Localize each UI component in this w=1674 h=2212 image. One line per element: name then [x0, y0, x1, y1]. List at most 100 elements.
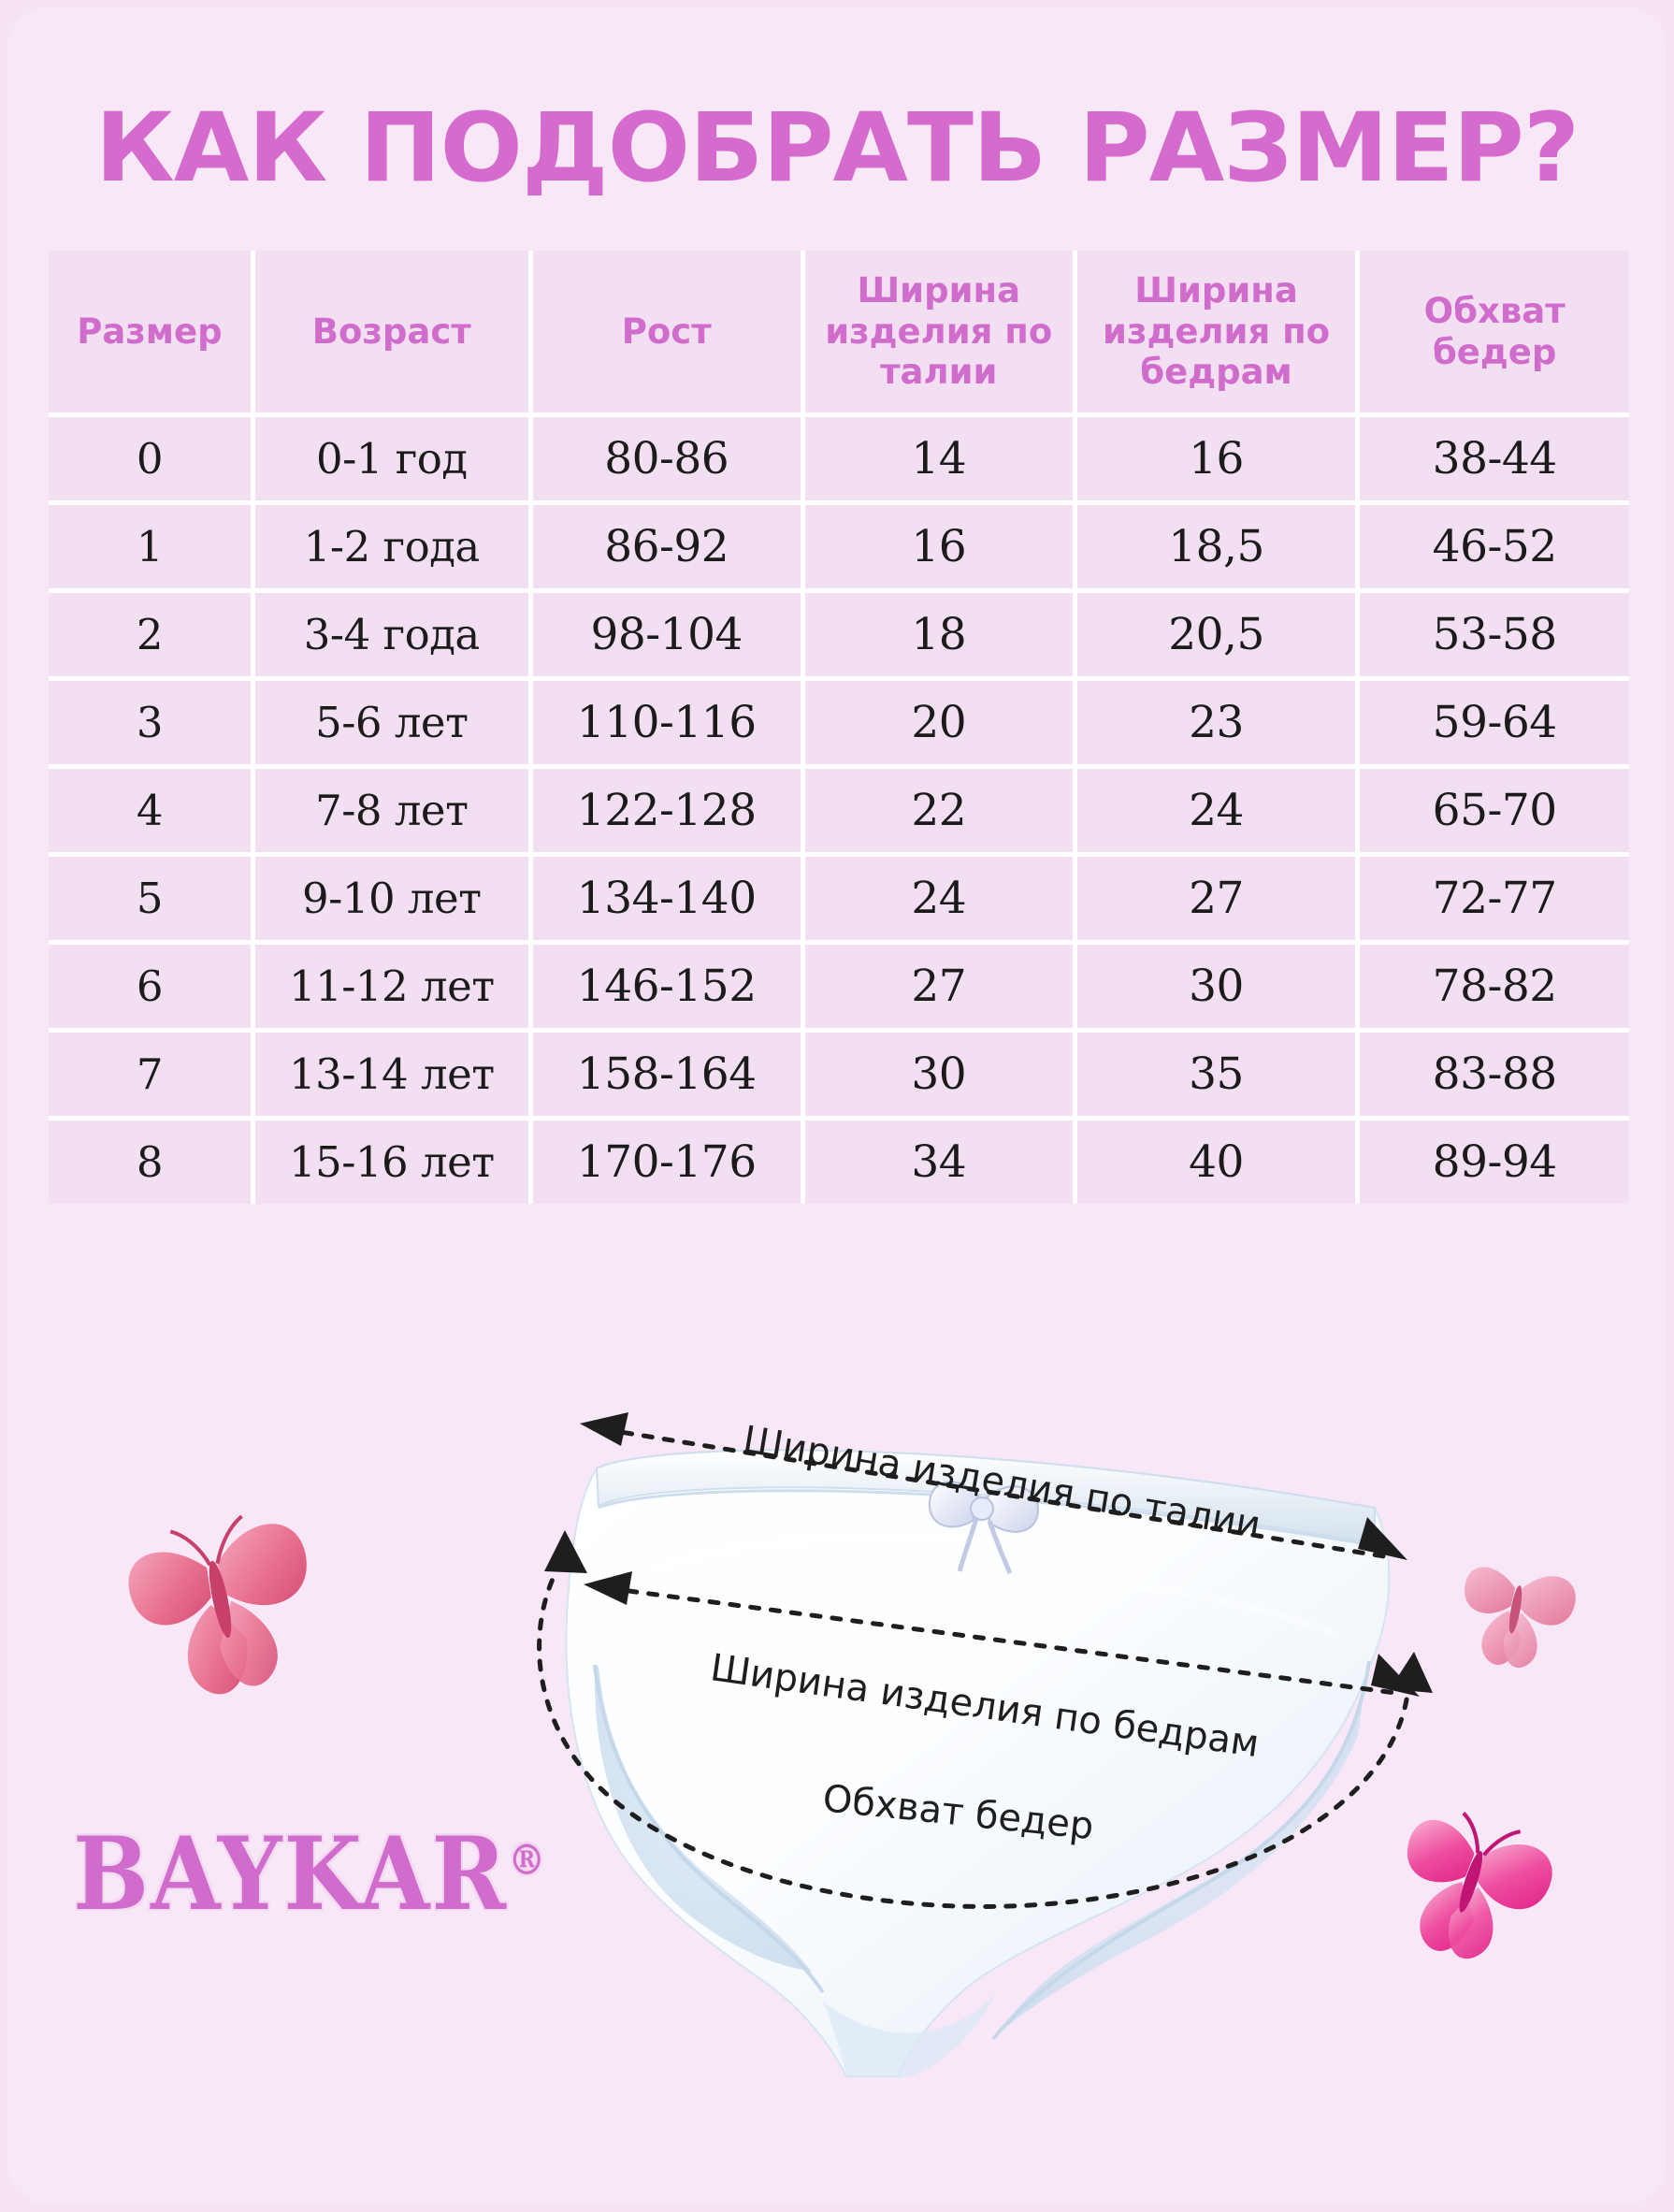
table-row: 3 5-6 лет 110-116 20 23 59-64: [49, 681, 1629, 769]
column-header-waist-width: Ширина изделия по талии: [804, 251, 1077, 417]
briefs-body: [565, 1449, 1391, 2077]
size-table-container: Размер Возраст Рост Ширина изделия по та…: [49, 251, 1629, 1204]
column-header-height: Рост: [532, 251, 805, 417]
cell-waist-width: 27: [804, 945, 1077, 1033]
cell-age: 15-16 лет: [254, 1120, 533, 1204]
page-title: КАК ПОДОБРАТЬ РАЗМЕР?: [94, 93, 1580, 204]
cell-hip-width: 24: [1076, 769, 1361, 857]
table-header-row: Размер Возраст Рост Ширина изделия по та…: [49, 251, 1629, 417]
cell-age: 5-6 лет: [254, 681, 533, 769]
cell-height: 170-176: [532, 1120, 805, 1204]
table-row: 6 11-12 лет 146-152 27 30 78-82: [49, 945, 1629, 1033]
cell-hip-width: 18,5: [1076, 505, 1361, 593]
cell-waist-width: 34: [804, 1120, 1077, 1204]
cell-size: 8: [49, 1120, 255, 1204]
table-row: 2 3-4 года 98-104 18 20,5 53-58: [49, 593, 1629, 681]
cell-height: 80-86: [532, 417, 805, 505]
cell-hip-width: 27: [1076, 857, 1361, 945]
cell-waist-width: 30: [804, 1033, 1077, 1120]
cell-waist-width: 16: [804, 505, 1077, 593]
briefs-illustration: [565, 1449, 1391, 2078]
column-header-hip-width: Ширина изделия по бедрам: [1076, 251, 1361, 417]
cell-hip-circumference: 59-64: [1360, 681, 1629, 769]
cell-hip-circumference: 89-94: [1360, 1120, 1629, 1204]
table-row: 4 7-8 лет 122-128 22 24 65-70: [49, 769, 1629, 857]
cell-hip-circumference: 65-70: [1360, 769, 1629, 857]
cell-size: 7: [49, 1033, 255, 1120]
cell-size: 6: [49, 945, 255, 1033]
cell-hip-width: 16: [1076, 417, 1361, 505]
butterfly-large-left: [128, 1514, 307, 1695]
cell-age: 3-4 года: [254, 593, 533, 681]
column-header-hip-circumference: Обхват бедер: [1360, 251, 1629, 417]
left-leg-seam: [593, 1664, 825, 1994]
baykar-logo: BAYKAR®: [73, 1814, 545, 1933]
waist-arrow-left: [580, 1412, 628, 1446]
cell-size: 1: [49, 505, 255, 593]
right-leg-seam: [991, 1660, 1371, 2041]
cell-height: 122-128: [532, 769, 805, 857]
cell-hip-circumference: 46-52: [1360, 505, 1629, 593]
cell-hip-circumference: 78-82: [1360, 945, 1629, 1033]
cell-hip-circumference: 72-77: [1360, 857, 1629, 945]
cell-hip-width: 35: [1076, 1033, 1361, 1120]
waistband-seam: [598, 1489, 1374, 1547]
cell-age: 9-10 лет: [254, 857, 533, 945]
cell-waist-width: 20: [804, 681, 1077, 769]
waist-dimension-line: [600, 1426, 1387, 1559]
measurement-diagram: [0, 1384, 1674, 2132]
cell-height: 98-104: [532, 593, 805, 681]
hip-circumference-dimension-line: [537, 1559, 1411, 1909]
cell-hip-circumference: 53-58: [1360, 593, 1629, 681]
table-header: Размер Возраст Рост Ширина изделия по та…: [49, 251, 1629, 417]
cell-height: 110-116: [532, 681, 805, 769]
hip-width-dimension-line: [605, 1585, 1398, 1696]
cell-age: 11-12 лет: [254, 945, 533, 1033]
diagram-svg: [128, 1412, 1576, 2078]
size-table: Размер Возраст Рост Ширина изделия по та…: [49, 251, 1629, 1204]
cell-hip-circumference: 38-44: [1360, 417, 1629, 505]
column-header-age: Возраст: [254, 251, 533, 417]
table-row: 0 0-1 год 80-86 14 16 38-44: [49, 417, 1629, 505]
cell-size: 4: [49, 769, 255, 857]
cell-waist-width: 14: [804, 417, 1077, 505]
dimension-arrows: [537, 1412, 1433, 1909]
hip-circumference-arrow-end: [1390, 1652, 1433, 1693]
fabric-highlight-2: [1103, 1577, 1339, 1639]
table-row: 1 1-2 года 86-92 16 18,5 46-52: [49, 505, 1629, 593]
cell-size: 0: [49, 417, 255, 505]
hip-width-arrow-left: [584, 1571, 632, 1605]
table-row: 5 9-10 лет 134-140 24 27 72-77: [49, 857, 1629, 945]
cell-hip-circumference: 83-88: [1360, 1033, 1629, 1120]
table-row: 7 13-14 лет 158-164 30 35 83-88: [49, 1033, 1629, 1120]
cell-hip-width: 30: [1076, 945, 1361, 1033]
cell-height: 86-92: [532, 505, 805, 593]
cell-age: 1-2 года: [254, 505, 533, 593]
briefs-gusset: [823, 1992, 997, 2078]
cell-waist-width: 18: [804, 593, 1077, 681]
bow-decoration: [928, 1481, 1040, 1574]
cell-age: 13-14 лет: [254, 1033, 533, 1120]
waist-arrow-right: [1358, 1517, 1407, 1560]
cell-hip-width: 20,5: [1076, 593, 1361, 681]
cell-size: 2: [49, 593, 255, 681]
column-header-size: Размер: [49, 251, 255, 417]
cell-waist-width: 24: [804, 857, 1077, 945]
table-body: 0 0-1 год 80-86 14 16 38-44 1 1-2 года 86-92 16 18…: [49, 417, 1629, 1204]
butterfly-magenta-bottom-right: [1407, 1812, 1552, 1959]
cell-size: 3: [49, 681, 255, 769]
butterfly-small-right: [1465, 1567, 1576, 1669]
cell-hip-width: 40: [1076, 1120, 1361, 1204]
cell-waist-width: 22: [804, 769, 1077, 857]
cell-hip-width: 23: [1076, 681, 1361, 769]
registered-trademark-icon: ®: [508, 1835, 546, 1886]
cell-height: 134-140: [532, 857, 805, 945]
fabric-highlight-1: [652, 1532, 992, 1576]
logo-text: BAYKAR: [73, 1814, 509, 1933]
table-row: 8 15-16 лет 170-176 34 40 89-94: [49, 1120, 1629, 1204]
cell-size: 5: [49, 857, 255, 945]
cell-height: 146-152: [532, 945, 805, 1033]
hip-circumference-arrow-top: [544, 1530, 587, 1573]
cell-height: 158-164: [532, 1033, 805, 1120]
